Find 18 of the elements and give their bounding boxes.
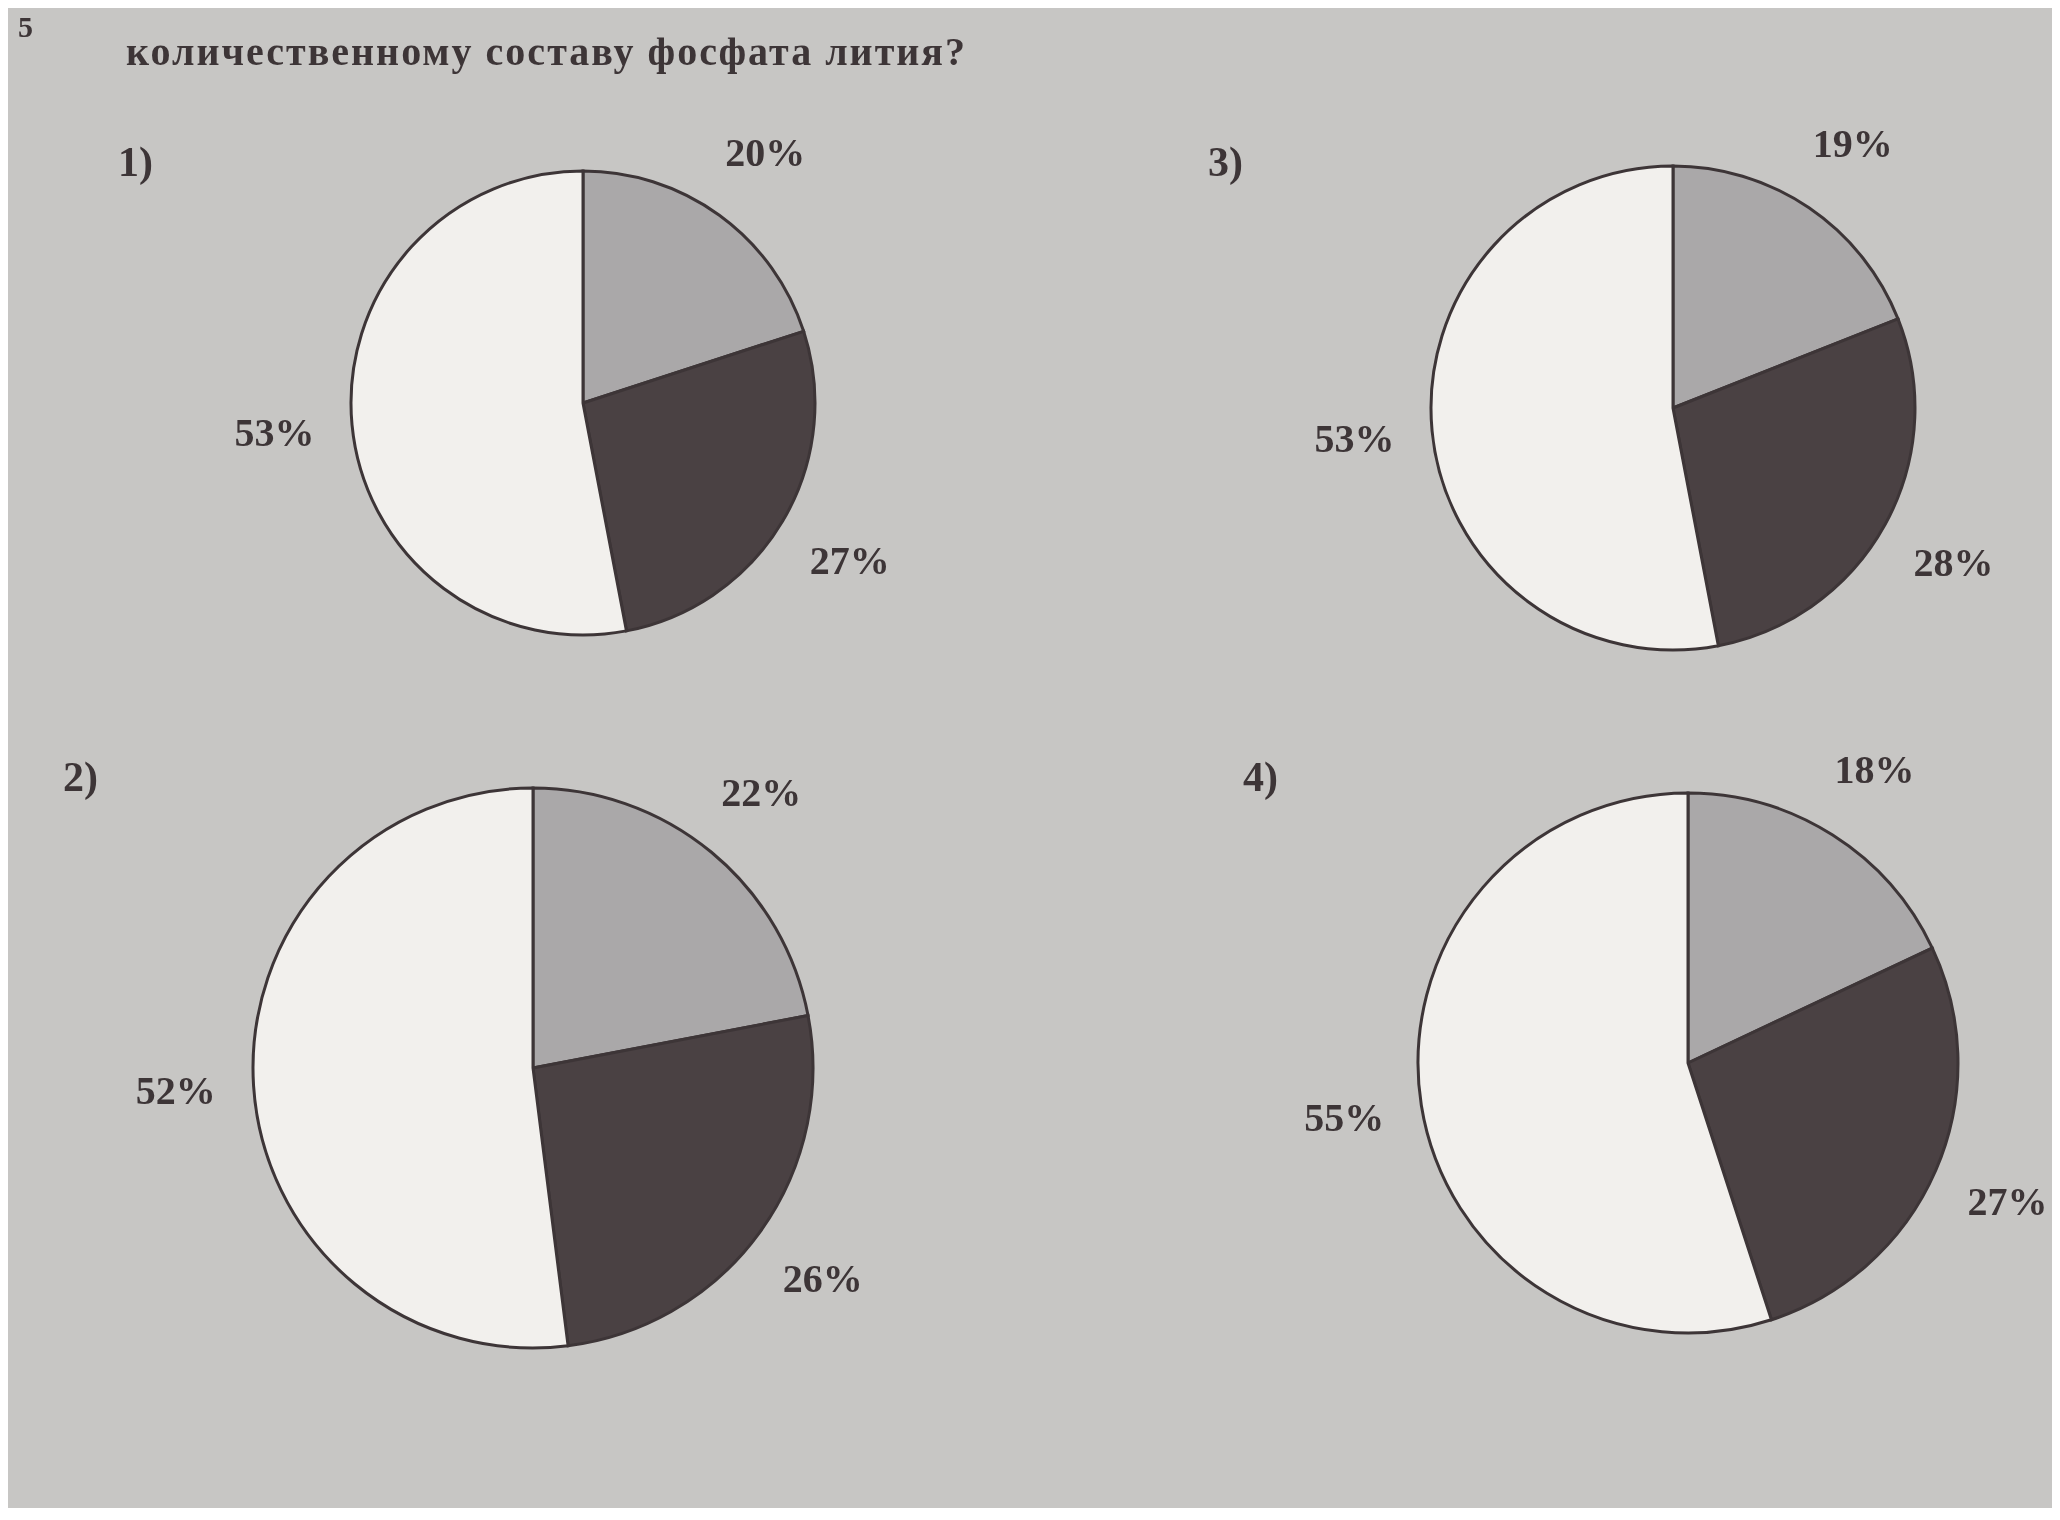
data-label: 27% xyxy=(1967,1178,2048,1224)
data-label: 20% xyxy=(725,129,806,175)
chart-title: 4) xyxy=(1243,753,1278,801)
data-label: 55% xyxy=(1304,1094,1385,1140)
chart-title: 2) xyxy=(63,753,98,801)
data-label: 52% xyxy=(135,1067,216,1113)
data-label: 27% xyxy=(809,538,890,584)
text: 5 xyxy=(17,10,34,44)
data-label: 26% xyxy=(782,1255,863,1301)
chart-title: 1) xyxy=(118,138,153,186)
chart-title: 3) xyxy=(1208,138,1243,186)
data-label: 53% xyxy=(234,409,315,455)
data-label: 19% xyxy=(1812,120,1893,166)
data-label: 18% xyxy=(1834,746,1915,792)
text: количественному составу фосфата лития? xyxy=(126,28,967,75)
data-label: 22% xyxy=(721,769,802,815)
data-label: 53% xyxy=(1314,415,1395,461)
data-label: 28% xyxy=(1913,539,1994,585)
